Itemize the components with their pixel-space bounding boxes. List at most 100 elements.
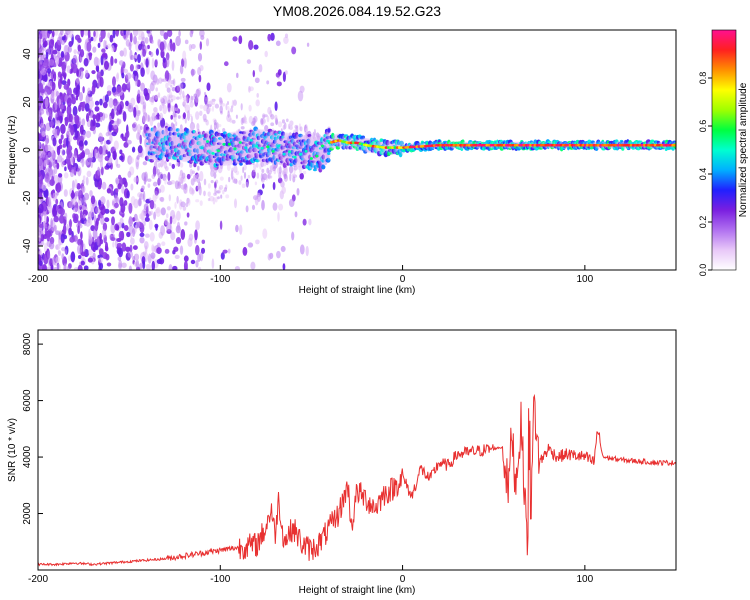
spectrogram-cell <box>147 114 150 122</box>
spectrogram-cell <box>129 32 133 43</box>
spectrogram-cell <box>60 73 63 84</box>
spectrogram-cell <box>207 191 211 197</box>
spectrogram-cell <box>204 91 207 96</box>
spectrogram-cell <box>332 135 335 140</box>
spectrogram-cell <box>104 208 110 214</box>
spectrogram-cell <box>260 117 264 125</box>
spectrogram-cell <box>158 257 165 265</box>
spectrogram-cell <box>302 218 307 226</box>
colorbar-tick-label: 0.8 <box>698 72 708 85</box>
spectrogram-cell <box>148 219 153 231</box>
spectrogram-cell <box>83 30 89 36</box>
spectrogram-cell <box>277 144 281 148</box>
spectrogram-cell <box>55 56 60 66</box>
spectrogram-cell <box>164 248 170 254</box>
spectrogram-cell <box>252 195 259 201</box>
spectrogram-cell <box>160 137 165 144</box>
spectrogram-cell <box>77 254 82 260</box>
spectrogram-cell <box>255 162 259 168</box>
spectrogram-cell <box>155 48 159 56</box>
spectrogram-cell <box>163 78 168 83</box>
spectrogram-cell <box>123 199 128 206</box>
spectrogram-cell <box>200 247 206 254</box>
spectrogram-cell <box>326 157 331 163</box>
spectrogram-cell <box>159 41 165 52</box>
spectrogram-cell <box>188 233 194 241</box>
spectrogram-cell <box>273 136 278 141</box>
spectrogram-cell <box>159 115 162 121</box>
spectrogram-cell <box>99 158 104 169</box>
spectrogram-cell <box>168 79 172 84</box>
spectrogram-cell <box>94 100 100 106</box>
spectrogram-cell <box>55 256 60 264</box>
snr-x-tick-label: 0 <box>400 574 406 585</box>
spectrogram-cell <box>51 30 55 38</box>
spectrogram-cell <box>52 128 58 135</box>
spectrogram-cell <box>75 233 78 244</box>
spectrogram-cell <box>159 30 165 37</box>
spectrogram-cell <box>251 204 256 211</box>
spectrogram-cell <box>156 168 160 176</box>
spectrogram-cell <box>150 70 156 81</box>
spectrogram-cell <box>164 176 167 185</box>
spectrogram-cell <box>161 129 165 135</box>
spectrogram-cell <box>231 99 235 107</box>
spectrogram-cell <box>282 162 287 168</box>
spectrogram-cell <box>222 142 226 146</box>
spectrogram-cell <box>135 161 139 170</box>
spectrogram-cell <box>327 128 331 133</box>
spectrogram-cell <box>52 192 56 202</box>
spectrogram-cell <box>310 162 315 168</box>
spectrogram-cell <box>61 109 65 114</box>
spectrogram-cell <box>60 134 64 140</box>
spectrogram-cell <box>83 265 89 270</box>
spectrogram-cell <box>306 42 310 47</box>
spectrogram-cell <box>325 136 331 140</box>
spectrogram-cell <box>64 166 67 172</box>
spectrogram-cell <box>142 48 147 57</box>
spectrogram-cell <box>220 160 224 165</box>
spectrogram-cell <box>172 111 176 118</box>
spectrogram-cell <box>278 203 284 211</box>
spectrogram-cell <box>121 133 124 138</box>
spectrogram-cell <box>276 81 282 87</box>
spectrogram-cell <box>91 70 96 75</box>
spectrogram-cell <box>68 227 72 236</box>
spectrogram-cell <box>191 139 195 145</box>
spectrogram-cell <box>153 203 157 209</box>
spectrogram-cell <box>144 155 149 161</box>
spectrogram-cell <box>301 164 307 170</box>
spectrogram-cell <box>256 93 259 98</box>
spectrogram-cell <box>245 143 249 147</box>
snr-x-tick-label: -200 <box>28 574 48 585</box>
spectrogram-cell <box>61 246 66 252</box>
spectrogram-cell <box>216 142 222 146</box>
spectrogram-cell <box>140 91 144 99</box>
spectrogram-cell <box>78 140 84 147</box>
snr-y-tick-label: 6000 <box>22 389 33 412</box>
spectrogram-cell <box>170 231 176 241</box>
spectrogram-cell <box>79 124 84 136</box>
spectrogram-cell <box>172 265 178 270</box>
spectrogram-cell <box>140 82 145 89</box>
spectrogram-cell <box>175 35 181 47</box>
spectrogram-cell <box>176 158 180 163</box>
spectrogram-cell <box>264 124 269 132</box>
spectrogram-cell <box>179 245 184 255</box>
spectrogram-cell <box>88 234 93 245</box>
colorbar-ticks: 0.0 0.2 0.4 0.6 0.8 <box>698 72 712 276</box>
spectrogram-cell <box>133 106 137 118</box>
spectrogram-cell <box>243 164 247 171</box>
spectrogram-cell <box>153 151 158 154</box>
spectrogram-cell <box>205 140 210 143</box>
spectrogram-cell <box>240 117 244 126</box>
spectrogram-cell <box>255 99 260 107</box>
spectrogram-cell <box>129 230 133 239</box>
spectrogram-cell <box>153 82 157 86</box>
spectrogram-y-tick-label: 20 <box>22 96 33 108</box>
spectrogram-cell <box>229 134 233 137</box>
spectrogram-cell <box>236 72 239 79</box>
spectrogram-cell <box>174 107 179 112</box>
spectrogram-cell <box>247 129 253 163</box>
spectrogram-cell <box>55 182 62 193</box>
